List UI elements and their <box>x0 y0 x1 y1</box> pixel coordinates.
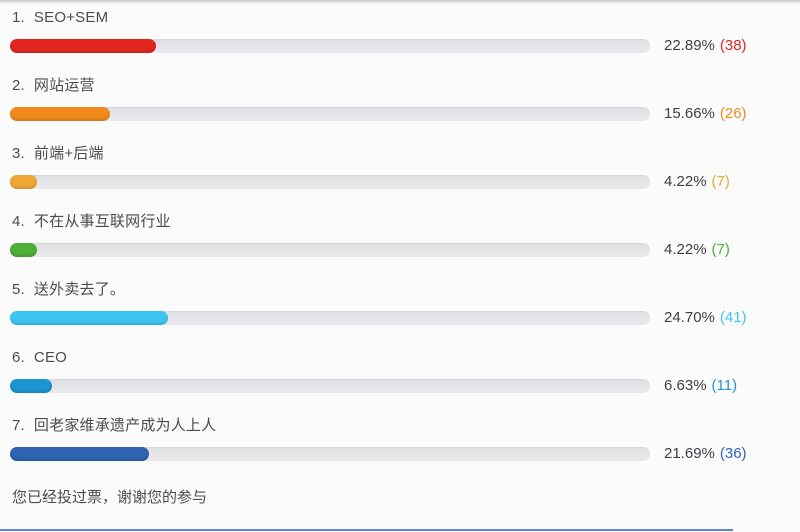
option-number: 3. <box>12 145 25 162</box>
bar-fill <box>10 447 149 461</box>
option-number: 2. <box>12 77 25 94</box>
vote-count: (7) <box>711 173 730 190</box>
bar-track <box>10 39 650 53</box>
option-label-line: 1. SEO+SEM <box>12 9 800 27</box>
option-label: 送外卖去了。 <box>33 281 126 298</box>
bar-fill <box>10 311 169 325</box>
percent-value: 24.70% <box>664 309 715 326</box>
result-bar-line: 4.22% (7) <box>10 241 800 258</box>
result-bar-line: 15.66% (26) <box>10 105 800 122</box>
option-number: 5. <box>12 281 25 298</box>
result-bar-line: 6.63% (11) <box>10 377 800 394</box>
percent-value: 4.22% <box>664 241 707 258</box>
option-number: 6. <box>12 349 25 366</box>
bar-fill <box>10 107 111 121</box>
option-label-line: 2. 网站运营 <box>12 77 800 95</box>
option-label: 网站运营 <box>33 77 95 94</box>
vote-count: (11) <box>711 377 738 394</box>
option-label-line: 5. 送外卖去了。 <box>12 281 800 299</box>
bar-track <box>10 243 650 257</box>
vote-count: (26) <box>719 105 747 122</box>
result-value: 22.89% (38) <box>664 37 747 54</box>
option-label-line: 7. 回老家维承遗产成为人上人 <box>12 417 800 435</box>
vote-count: (7) <box>711 241 730 258</box>
result-value: 21.69% (36) <box>664 445 747 462</box>
option-number: 1. <box>12 9 25 26</box>
percent-value: 21.69% <box>664 445 715 462</box>
option-label-line: 6. CEO <box>12 349 800 367</box>
result-bar-line: 4.22% (7) <box>10 173 800 190</box>
vote-count: (41) <box>719 309 747 326</box>
percent-value: 15.66% <box>664 105 715 122</box>
result-value: 6.63% (11) <box>664 377 738 394</box>
bar-fill <box>10 243 37 257</box>
bar-track <box>10 107 650 121</box>
bar-fill <box>10 379 53 393</box>
option-number: 7. <box>12 417 25 434</box>
option-label-line: 3. 前端+后端 <box>12 145 800 163</box>
option-label: 前端+后端 <box>33 145 104 162</box>
bar-fill <box>10 39 157 53</box>
already-voted-message: 您已经投过票，谢谢您的参与 <box>12 489 208 506</box>
vote-count: (36) <box>719 445 747 462</box>
poll-option-row: 2. 网站运营 15.66% (26) <box>10 77 800 121</box>
poll-results-panel: 1. SEO+SEM 22.89% (38) 2. 网站运营 15.66% (26) 3… <box>10 9 800 506</box>
poll-option-row: 5. 送外卖去了。 24.70% (41) <box>10 281 800 325</box>
bar-fill <box>10 175 37 189</box>
result-value: 4.22% (7) <box>664 173 730 190</box>
option-number: 4. <box>12 213 25 230</box>
option-label: 不在从事互联网行业 <box>33 213 171 230</box>
result-value: 4.22% (7) <box>664 241 730 258</box>
percent-value: 4.22% <box>664 173 707 190</box>
option-label: CEO <box>33 349 68 366</box>
bar-track <box>10 311 650 325</box>
bar-track <box>10 379 650 393</box>
poll-option-row: 7. 回老家维承遗产成为人上人 21.69% (36) <box>10 417 800 461</box>
poll-option-row: 4. 不在从事互联网行业 4.22% (7) <box>10 213 800 257</box>
option-label: 回老家维承遗产成为人上人 <box>33 417 217 434</box>
result-bar-line: 22.89% (38) <box>10 37 800 54</box>
option-label-line: 4. 不在从事互联网行业 <box>12 213 800 231</box>
result-bar-line: 21.69% (36) <box>10 445 800 462</box>
percent-value: 6.63% <box>664 377 707 394</box>
result-value: 15.66% (26) <box>664 105 747 122</box>
vote-count: (38) <box>719 37 747 54</box>
bar-track <box>10 447 650 461</box>
poll-options: 1. SEO+SEM 22.89% (38) 2. 网站运营 15.66% (26) 3… <box>10 9 800 461</box>
percent-value: 22.89% <box>664 37 715 54</box>
poll-option-row: 6. CEO 6.63% (11) <box>10 349 800 393</box>
result-value: 24.70% (41) <box>664 309 747 326</box>
bottom-divider <box>0 529 733 531</box>
bar-track <box>10 175 650 189</box>
poll-option-row: 1. SEO+SEM 22.89% (38) <box>10 9 800 53</box>
option-label: SEO+SEM <box>33 9 109 26</box>
result-bar-line: 24.70% (41) <box>10 309 800 326</box>
poll-option-row: 3. 前端+后端 4.22% (7) <box>10 145 800 189</box>
